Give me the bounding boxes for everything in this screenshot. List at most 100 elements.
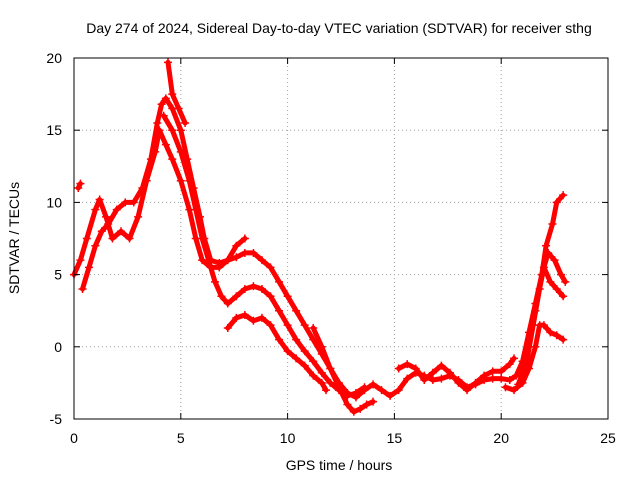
- data-point: [176, 176, 185, 185]
- data-point: [266, 321, 275, 330]
- data-point: [223, 324, 232, 333]
- data-point: [223, 256, 232, 265]
- data-point: [546, 328, 555, 337]
- data-point: [546, 277, 555, 286]
- x-tick-label: 5: [177, 430, 185, 446]
- data-point: [552, 331, 561, 340]
- data-point: [420, 376, 429, 385]
- data-point: [210, 277, 219, 286]
- data-point: [153, 118, 162, 127]
- y-tick-label: 15: [46, 122, 62, 138]
- x-tick-label: 0: [70, 430, 78, 446]
- series-band: [225, 312, 329, 393]
- data-point: [91, 241, 100, 250]
- data-point: [76, 256, 85, 265]
- data-point: [542, 241, 551, 250]
- data-point: [334, 383, 343, 392]
- data-point: [257, 285, 266, 294]
- data-point: [356, 404, 365, 413]
- data-point: [108, 234, 117, 243]
- y-tick-label: 20: [46, 50, 62, 66]
- data-point: [317, 368, 326, 377]
- data-point: [349, 407, 358, 416]
- data-point: [552, 285, 561, 294]
- data-point: [95, 195, 104, 204]
- data-point: [168, 126, 177, 135]
- data-point: [232, 253, 241, 262]
- data-point: [283, 347, 292, 356]
- y-tick-label: 10: [46, 194, 62, 210]
- data-point: [223, 299, 232, 308]
- data-point: [74, 183, 83, 192]
- data-point: [249, 316, 258, 325]
- x-tick-label: 25: [600, 430, 616, 446]
- data-point: [161, 140, 170, 149]
- data-point: [121, 198, 130, 207]
- data-point: [437, 374, 446, 383]
- data-point: [428, 368, 437, 377]
- axis-ticks: 0 5 10 15 20 25 -5 0 5 10 15 20: [46, 50, 616, 446]
- data-point: [146, 155, 155, 164]
- data-point: [510, 354, 519, 363]
- data-point: [505, 376, 514, 385]
- data-point: [559, 191, 568, 200]
- data-point: [168, 90, 177, 99]
- data-point: [76, 179, 85, 188]
- data-point: [91, 205, 100, 214]
- data-point: [217, 292, 226, 301]
- data-point: [548, 220, 557, 229]
- data-point: [454, 378, 463, 387]
- data-point: [497, 374, 506, 383]
- series-band: [165, 59, 188, 126]
- y-tick-label: 5: [54, 267, 62, 283]
- series-track-8: [394, 354, 519, 395]
- data-point: [240, 285, 249, 294]
- data-point: [539, 321, 548, 330]
- y-tick-label: -5: [50, 411, 63, 427]
- data-point: [403, 374, 412, 383]
- data-point: [181, 118, 190, 127]
- data-point: [191, 205, 200, 214]
- data-point: [215, 259, 224, 268]
- data-point: [557, 270, 566, 279]
- data-point: [204, 256, 213, 265]
- data-point: [257, 256, 266, 265]
- data-point: [445, 368, 454, 377]
- data-point: [488, 367, 497, 376]
- data-point: [326, 378, 335, 387]
- plot-frame: [73, 57, 609, 420]
- data-point: [134, 212, 143, 221]
- chart-title: Day 274 of 2024, Sidereal Day-to-day VTE…: [86, 20, 592, 36]
- y-tick-label: 0: [54, 339, 62, 355]
- data-point: [497, 367, 506, 376]
- data-point: [369, 380, 378, 389]
- data-point: [394, 364, 403, 373]
- data-point: [232, 292, 241, 301]
- data-point: [275, 335, 284, 344]
- series-track-11: [518, 191, 568, 380]
- data-point: [411, 364, 420, 373]
- data-point: [377, 386, 386, 395]
- data-point: [240, 311, 249, 320]
- data-point: [518, 371, 527, 380]
- data-point: [198, 234, 207, 243]
- data-point: [102, 212, 111, 221]
- data-point: [116, 227, 125, 236]
- data-point: [78, 285, 87, 294]
- data-point: [317, 342, 326, 351]
- data-point: [362, 400, 371, 409]
- data-point: [240, 248, 249, 257]
- data-point: [537, 270, 546, 279]
- data-point: [360, 383, 369, 392]
- data-point: [531, 306, 540, 315]
- data-point: [275, 277, 284, 286]
- data-point: [351, 389, 360, 398]
- data-point: [161, 94, 170, 103]
- data-point: [112, 205, 121, 214]
- data-point: [138, 183, 147, 192]
- data-point: [249, 282, 258, 291]
- data-point: [82, 234, 91, 243]
- data-point: [185, 176, 194, 185]
- data-point: [559, 292, 568, 301]
- data-point: [84, 263, 93, 272]
